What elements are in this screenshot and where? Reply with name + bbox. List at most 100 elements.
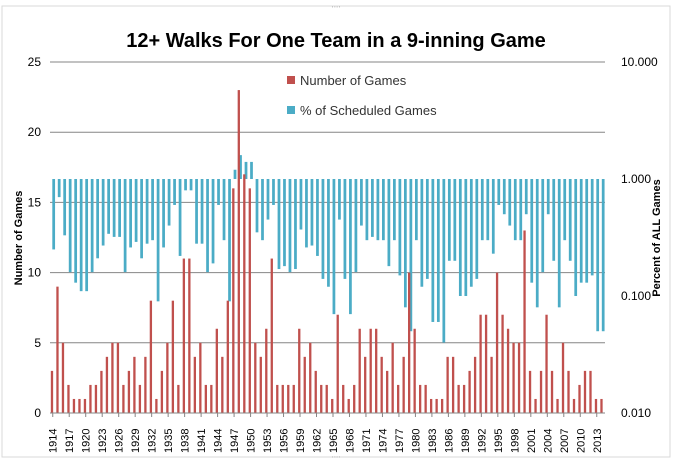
x-tick-label: 1944 [213,429,225,453]
games-bar [270,258,273,413]
games-bar [276,384,279,413]
games-bar [495,272,499,413]
games-bar [78,398,81,413]
games-bar [111,342,114,413]
percent-bar [85,179,89,292]
games-bar [408,272,411,413]
percent-bar [442,179,446,343]
percent-bar [74,179,78,283]
games-bar [440,398,444,413]
games-bar [281,384,284,413]
x-tick-label: 1971 [361,429,373,453]
percent-bar [321,179,325,279]
games-bar [506,328,510,413]
percent-bar [491,179,495,254]
games-bar [402,356,405,413]
games-bar [94,384,98,413]
bottom-resize-handle[interactable]: ∙∙∙∙ [332,452,341,460]
games-bar [380,356,383,413]
percent-bar [316,179,319,256]
percent-bar [530,179,534,283]
x-tick-label: 1929 [130,429,142,453]
x-tick-label: 1998 [509,429,521,453]
percent-bar [371,179,374,237]
percent-bar [228,179,231,302]
games-series [50,90,603,413]
percent-bar [255,179,259,233]
y-tick-label: 25 [28,55,42,69]
percent-bar [206,179,209,273]
games-bar [177,384,180,413]
percent-bar [563,179,567,241]
games-bar [226,300,229,413]
percent-bar [96,179,100,259]
percent-bar [343,179,347,279]
percent-bar [568,179,572,261]
games-bar [418,384,422,413]
games-bar [166,342,169,413]
percent-bar [382,179,385,241]
percent-bar [57,179,61,198]
percent-bar [332,179,336,315]
y-tick-label: 10 [28,266,42,280]
percent-bar [393,179,396,241]
percent-bar [123,179,127,273]
games-bar [292,384,295,413]
games-bar [589,370,592,413]
x-tick-label: 1959 [295,429,307,453]
percent-bar [90,179,94,273]
games-bar [133,356,136,413]
x-tick-label: 2010 [575,429,587,453]
x-tick-label: 1980 [410,429,422,453]
games-bar [221,356,224,413]
games-bar [451,356,455,413]
games-bar [358,328,361,413]
percent-bar [310,179,314,246]
x-tick-label: 1932 [147,429,159,453]
percent-bar [52,179,56,250]
percent-bar [541,179,545,273]
top-resize-handle[interactable]: ∙∙∙∙ [332,2,341,11]
percent-bar [79,179,83,292]
games-bar [490,356,493,413]
percent-bar [508,179,512,226]
games-bar [215,328,218,413]
x-tick-label: 2004 [542,429,554,453]
games-bar [594,398,598,413]
games-bar [473,356,477,413]
x-tick-label: 2001 [526,429,538,453]
percent-bar [140,179,143,259]
games-bar [72,398,76,413]
percent-bar [453,179,457,261]
games-bar [550,370,554,413]
left-axis-ticks: 0 5 10 15 20 25 [28,55,42,420]
percent-bar [585,179,589,283]
x-tick-label: 1986 [443,429,455,453]
percent-bar [425,179,429,279]
percent-bar [601,179,605,332]
games-bar [265,328,268,413]
games-bar [336,314,339,413]
x-tick-label: 1941 [196,429,208,453]
percent-bar [277,179,281,270]
percent-bar [288,179,292,273]
percent-bar [217,179,220,205]
games-bar [232,188,235,413]
percent-bar [524,179,528,215]
percent-bar [403,179,407,308]
percent-bar [173,179,176,205]
y-tick-label: 15 [28,195,42,209]
games-bar [600,398,603,413]
x-tick-label: 1995 [493,429,505,453]
games-bar [314,370,317,413]
percent-bar [272,179,275,205]
percent-bar [151,179,154,241]
games-bar [182,258,186,413]
x-tick-label: 1977 [394,429,406,453]
games-bar [243,174,246,413]
games-bar [149,300,153,413]
chart-title: 12+ Walks For One Team in a 9-inning Gam… [126,30,546,52]
legend-swatch-games [287,76,295,84]
x-tick-label: 1989 [460,429,472,453]
x-tick-label: 1962 [312,429,324,453]
